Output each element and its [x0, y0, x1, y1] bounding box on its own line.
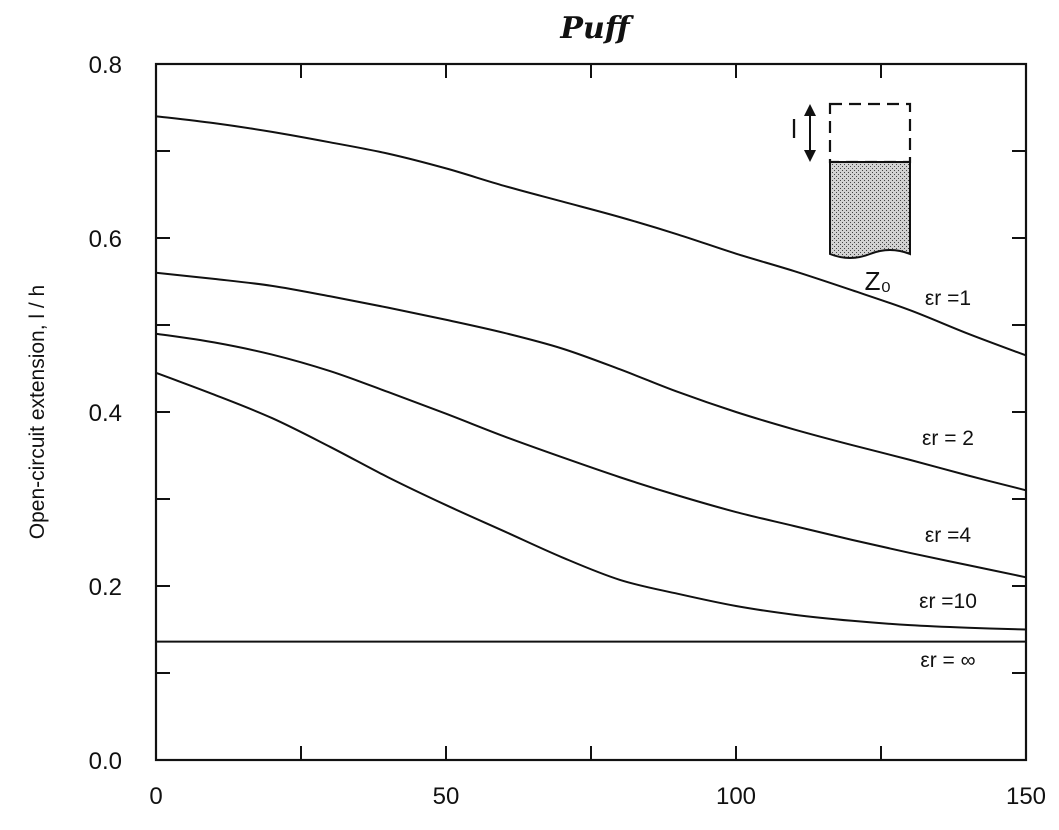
- series-label-4: εr = ∞: [920, 649, 975, 672]
- y-axis-label: Open-circuit extension, l / h: [26, 285, 49, 539]
- y-tick-label: 0.0: [89, 748, 122, 775]
- ticks-layer: [155, 63, 1027, 761]
- series-layer: [155, 115, 1027, 643]
- series-line-2: [155, 332, 1027, 579]
- x-tick-label: 150: [1006, 783, 1046, 810]
- series-label-1: εr = 2: [922, 427, 974, 450]
- inset-impedance-label: Z₀: [865, 266, 892, 296]
- inset-length-label: l: [791, 114, 797, 144]
- inset-diagram: l Z₀: [791, 102, 912, 296]
- inset-extension-box: [828, 102, 912, 164]
- y-tick-label: 0.2: [89, 574, 122, 601]
- x-tick-label: 0: [149, 783, 162, 810]
- y-tick-label: 0.8: [89, 52, 122, 79]
- series-line-1: [155, 271, 1027, 492]
- series-line-0: [155, 115, 1027, 357]
- inset-line-section: [829, 161, 911, 259]
- x-tick-label: 100: [716, 783, 756, 810]
- y-tick-label: 0.4: [89, 400, 122, 427]
- series-label-0: εr =1: [925, 287, 971, 310]
- series-label-2: εr =4: [925, 524, 971, 547]
- y-tick-label: 0.6: [89, 226, 122, 253]
- inset-arrowhead-up: [804, 104, 816, 116]
- labels-layer: 0 50 100 150 0.0 0.2 0.4 0.6 0.8 εr =1 εr = 2 εr =4…: [89, 52, 1046, 810]
- inset-arrowhead-down: [804, 150, 816, 162]
- series-line-3: [155, 371, 1027, 631]
- chart-title: Puff: [559, 11, 634, 46]
- x-tick-label: 50: [433, 783, 460, 810]
- series-label-3: εr =10: [919, 590, 977, 613]
